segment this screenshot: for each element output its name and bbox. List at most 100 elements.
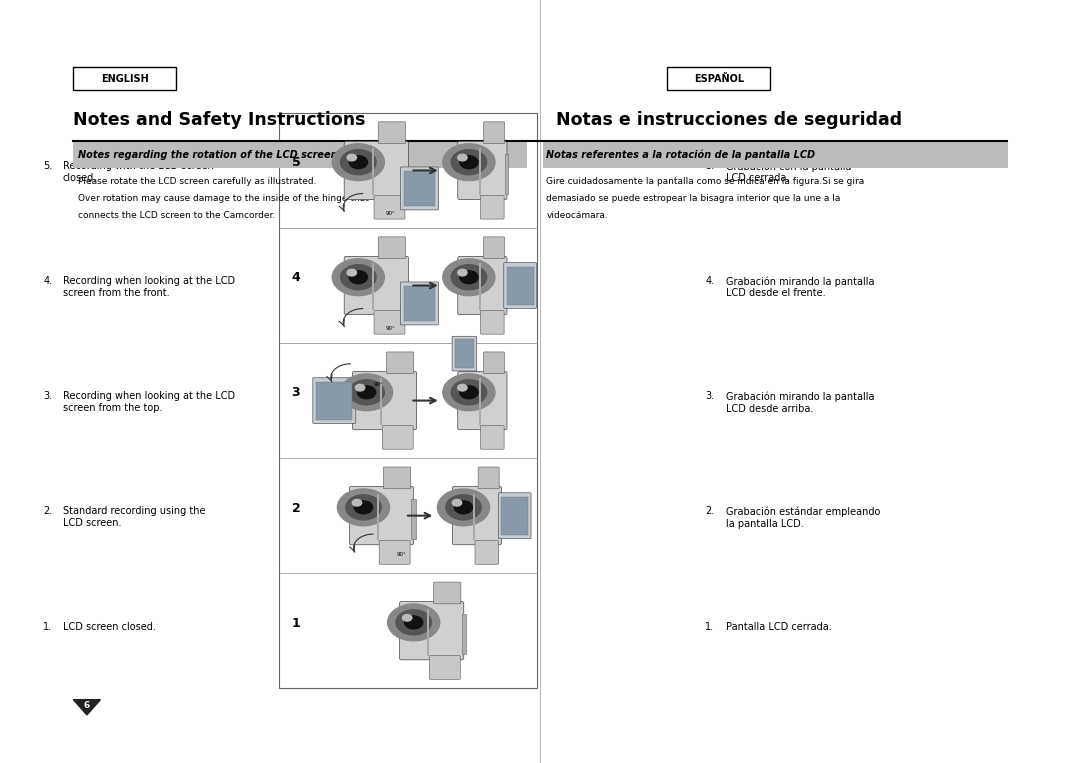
Text: Notes regarding the rotation of the LCD screen: Notes regarding the rotation of the LCD …	[78, 150, 337, 159]
Text: 4: 4	[292, 272, 300, 285]
Circle shape	[460, 271, 478, 284]
Text: connects the LCD screen to the Camcorder.: connects the LCD screen to the Camcorder…	[78, 211, 275, 220]
Circle shape	[453, 500, 461, 506]
FancyBboxPatch shape	[401, 167, 438, 210]
FancyBboxPatch shape	[378, 237, 405, 259]
Text: Notes and Safety Instructions: Notes and Safety Instructions	[73, 111, 366, 129]
Text: Notas referentes a la rotación de la pantalla LCD: Notas referentes a la rotación de la pan…	[546, 150, 815, 159]
Circle shape	[337, 489, 390, 526]
Text: 2: 2	[292, 501, 300, 514]
FancyBboxPatch shape	[503, 262, 537, 308]
FancyBboxPatch shape	[345, 256, 408, 314]
Bar	[73, 67, 176, 90]
FancyBboxPatch shape	[433, 582, 461, 604]
Circle shape	[346, 495, 381, 520]
Bar	[316, 382, 352, 420]
Bar	[478, 148, 481, 195]
Text: 3.: 3.	[43, 391, 52, 401]
Polygon shape	[73, 700, 100, 715]
Text: Grabación con la pantalla
LCD cerrada.: Grabación con la pantalla LCD cerrada.	[726, 161, 851, 183]
Circle shape	[437, 489, 489, 526]
Bar	[73, 141, 527, 168]
FancyBboxPatch shape	[374, 195, 405, 219]
Circle shape	[446, 495, 482, 520]
Bar	[404, 285, 435, 321]
FancyBboxPatch shape	[387, 352, 414, 374]
Text: videocámara.: videocámara.	[546, 211, 608, 220]
Text: 90°: 90°	[386, 327, 395, 331]
FancyBboxPatch shape	[481, 426, 504, 449]
Text: 4.: 4.	[43, 276, 52, 286]
FancyBboxPatch shape	[379, 541, 410, 565]
Circle shape	[405, 616, 422, 629]
Text: 3: 3	[292, 386, 300, 400]
Circle shape	[333, 259, 384, 295]
FancyBboxPatch shape	[475, 541, 499, 565]
Bar	[478, 263, 481, 311]
Bar	[455, 340, 474, 368]
FancyBboxPatch shape	[484, 237, 504, 259]
Circle shape	[403, 614, 411, 621]
Text: LCD screen closed.: LCD screen closed.	[63, 622, 156, 632]
Circle shape	[443, 374, 495, 410]
Text: 1.: 1.	[43, 622, 52, 632]
Text: Pantalla LCD cerrada.: Pantalla LCD cerrada.	[726, 622, 832, 632]
FancyBboxPatch shape	[352, 372, 417, 430]
Text: Recording with the LCD screen
closed.: Recording with the LCD screen closed.	[63, 161, 214, 183]
FancyBboxPatch shape	[349, 487, 414, 545]
Text: Recording when looking at the LCD
screen from the top.: Recording when looking at the LCD screen…	[63, 391, 234, 413]
Circle shape	[347, 269, 356, 276]
Text: Grabación estándar empleando
la pantalla LCD.: Grabación estándar empleando la pantalla…	[726, 507, 880, 529]
Text: demasiado se puede estropear la bisagra interior que la une a la: demasiado se puede estropear la bisagra …	[546, 194, 841, 203]
Text: Grabación mirando la pantalla
LCD desde el frente.: Grabación mirando la pantalla LCD desde …	[726, 276, 875, 298]
Bar	[427, 609, 429, 655]
Text: Grabación mirando la pantalla
LCD desde arriba.: Grabación mirando la pantalla LCD desde …	[726, 391, 875, 414]
FancyBboxPatch shape	[498, 493, 531, 539]
Circle shape	[458, 385, 467, 391]
Text: 2.: 2.	[705, 507, 715, 517]
Text: 1: 1	[292, 617, 300, 629]
FancyBboxPatch shape	[430, 655, 460, 679]
FancyBboxPatch shape	[481, 311, 504, 334]
Bar	[667, 67, 770, 90]
Text: 3.: 3.	[705, 391, 714, 401]
Text: Gire cuidadosamente la pantalla como se indica en la figura.Si se gira: Gire cuidadosamente la pantalla como se …	[546, 177, 865, 186]
Circle shape	[352, 500, 362, 506]
Circle shape	[451, 150, 487, 175]
Text: Over rotation may cause damage to the inside of the hinge that: Over rotation may cause damage to the in…	[78, 194, 368, 203]
Bar	[478, 378, 481, 426]
Circle shape	[388, 604, 440, 641]
Bar	[380, 378, 382, 426]
FancyBboxPatch shape	[374, 311, 405, 334]
Text: ENGLISH: ENGLISH	[100, 73, 149, 84]
FancyBboxPatch shape	[453, 336, 476, 371]
Bar	[372, 263, 374, 311]
Circle shape	[349, 156, 367, 169]
Bar	[372, 148, 374, 195]
FancyBboxPatch shape	[313, 378, 355, 423]
Circle shape	[443, 259, 495, 295]
Circle shape	[460, 386, 478, 399]
Bar	[507, 266, 534, 304]
FancyBboxPatch shape	[400, 601, 463, 660]
FancyBboxPatch shape	[382, 426, 414, 449]
Text: 90°: 90°	[374, 382, 383, 387]
Circle shape	[451, 265, 487, 290]
Bar	[404, 171, 435, 206]
Circle shape	[460, 156, 478, 169]
Text: 90°: 90°	[386, 211, 395, 217]
Text: Please rotate the LCD screen carefully as illustrated.: Please rotate the LCD screen carefully a…	[78, 177, 316, 186]
FancyBboxPatch shape	[345, 141, 408, 200]
Circle shape	[347, 154, 356, 161]
Circle shape	[340, 265, 376, 290]
Circle shape	[349, 380, 384, 405]
FancyBboxPatch shape	[383, 467, 410, 489]
Bar	[461, 614, 467, 654]
Bar	[504, 154, 509, 194]
FancyBboxPatch shape	[378, 122, 405, 143]
Text: 4.: 4.	[705, 276, 714, 286]
FancyBboxPatch shape	[458, 141, 507, 200]
FancyBboxPatch shape	[458, 372, 507, 430]
Bar	[473, 494, 475, 540]
Circle shape	[396, 610, 431, 635]
